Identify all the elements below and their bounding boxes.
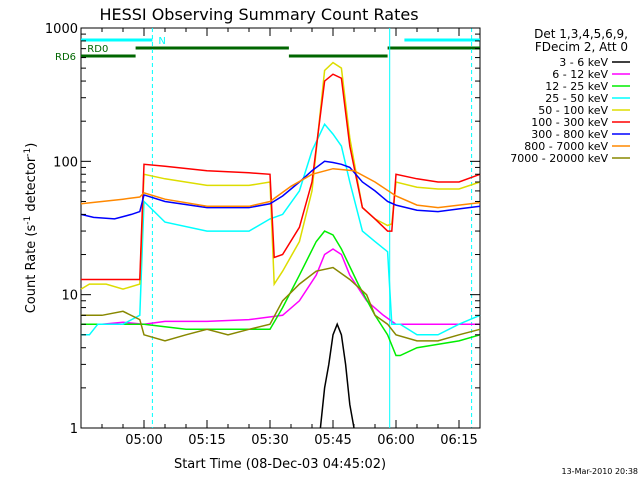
y-label-end: ) — [24, 143, 39, 148]
y-label-main: Count Rate (s — [24, 225, 39, 314]
flag-label-2: RD6 — [55, 52, 76, 63]
x-tick-label-5: 06:15 — [440, 433, 477, 448]
y-axis: 1 10 100 1000 — [45, 22, 480, 437]
timestamp: 13-Mar-2010 20:38 — [562, 467, 639, 476]
legend-label-8: 7000 - 20000 keV — [510, 152, 608, 165]
x-tick-label-2: 05:30 — [251, 433, 288, 448]
x-tick-label-0: 05:00 — [125, 433, 162, 448]
series-line-8 — [81, 266, 481, 342]
series-lines — [80, 61, 481, 429]
legend-label-6: 300 - 800 keV — [531, 128, 608, 141]
y-label-sup2: -1 — [23, 148, 33, 157]
x-axis: 05:00 05:15 05:30 05:45 06:00 06:15 — [101, 28, 478, 448]
y-tick-label-2: 100 — [53, 155, 78, 170]
legend-label-3: 25 - 50 keV — [545, 92, 608, 105]
x-tick-label-4: 06:00 — [377, 433, 414, 448]
series-line-3 — [81, 122, 481, 336]
flag-label-1: RD0 — [87, 44, 108, 55]
legend-label-7: 800 - 7000 keV — [524, 140, 608, 153]
x-axis-label: Start Time (08-Dec-03 04:45:02) — [174, 457, 386, 472]
chart-title: HESSI Observing Summary Count Rates — [99, 5, 418, 24]
legend-label-1: 6 - 12 keV — [552, 68, 608, 81]
legend-label-0: 3 - 6 keV — [559, 56, 608, 69]
plot-frame — [80, 27, 481, 429]
flag-bars: N RD0 RD6 — [55, 36, 480, 63]
legend-label-5: 100 - 300 keV — [531, 116, 608, 129]
series-line-5 — [81, 73, 481, 281]
y-label-mid: detector — [24, 156, 39, 216]
legend: Det 1,3,4,5,6,9, FDecim 2, Att 0 3 - 6 k… — [510, 27, 630, 165]
y-tick-label-3: 1000 — [45, 22, 78, 37]
legend-label-2: 12 - 25 keV — [545, 80, 608, 93]
series-line-7 — [80, 167, 481, 209]
legend-header-2: FDecim 2, Att 0 — [535, 40, 628, 54]
flag-label-0: N — [158, 36, 165, 47]
series-line-2 — [81, 230, 481, 357]
legend-label-4: 50 - 100 keV — [538, 104, 608, 117]
y-axis-label: Count Rate (s-1 detector-1) — [23, 143, 39, 314]
series-line-0 — [319, 322, 355, 429]
x-tick-label-3: 05:45 — [314, 433, 351, 448]
series-line-6 — [80, 160, 481, 220]
y-tick-label-0: 1 — [70, 422, 78, 437]
legend-header-1: Det 1,3,4,5,6,9, — [534, 27, 628, 41]
x-tick-label-1: 05:15 — [188, 433, 225, 448]
y-label-sup1: -1 — [23, 216, 33, 225]
segment-lines — [151, 28, 473, 428]
y-tick-label-1: 10 — [61, 289, 78, 304]
